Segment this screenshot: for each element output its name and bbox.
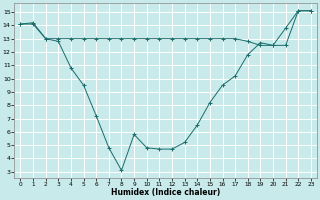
X-axis label: Humidex (Indice chaleur): Humidex (Indice chaleur) [111,188,220,197]
